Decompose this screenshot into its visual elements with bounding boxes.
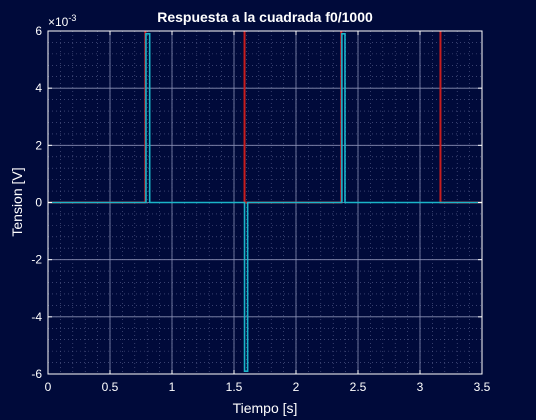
y-tick-label: 0: [35, 196, 42, 210]
y-axis-ticks: -6 -4 -2 0 2 4 6: [31, 24, 482, 381]
x-tick-label: 2.5: [350, 380, 367, 394]
x-tick-label: 1: [169, 380, 176, 394]
x-tick-label: 1.5: [226, 380, 243, 394]
series-line-2: [48, 33, 482, 372]
y-tick-label: 4: [35, 81, 42, 95]
x-tick-label: 3.5: [474, 380, 491, 394]
chart-title: Respuesta a la cuadrada f0/1000: [157, 9, 373, 25]
x-tick-label: 0: [45, 380, 52, 394]
y-exponent-power: -3: [68, 13, 76, 23]
y-tick-label: 2: [35, 138, 42, 152]
y-tick-label: -4: [31, 310, 42, 324]
x-tick-label: 3: [417, 380, 424, 394]
series-layer: [48, 31, 482, 372]
y-tick-label: -6: [31, 367, 42, 381]
y-exponent: ×10-3: [48, 13, 76, 29]
y-tick-label: 6: [35, 24, 42, 38]
y-exponent-base: ×10: [48, 15, 69, 29]
x-axis-ticks: 0 0.5 1 1.5 2 2.5 3 3.5: [45, 31, 491, 394]
y-axis-label: Tension [V]: [9, 167, 25, 236]
x-axis-label: Tiempo [s]: [233, 400, 298, 416]
x-tick-label: 0.5: [102, 380, 119, 394]
y-tick-label: -2: [31, 253, 42, 267]
x-tick-label: 2: [293, 380, 300, 394]
